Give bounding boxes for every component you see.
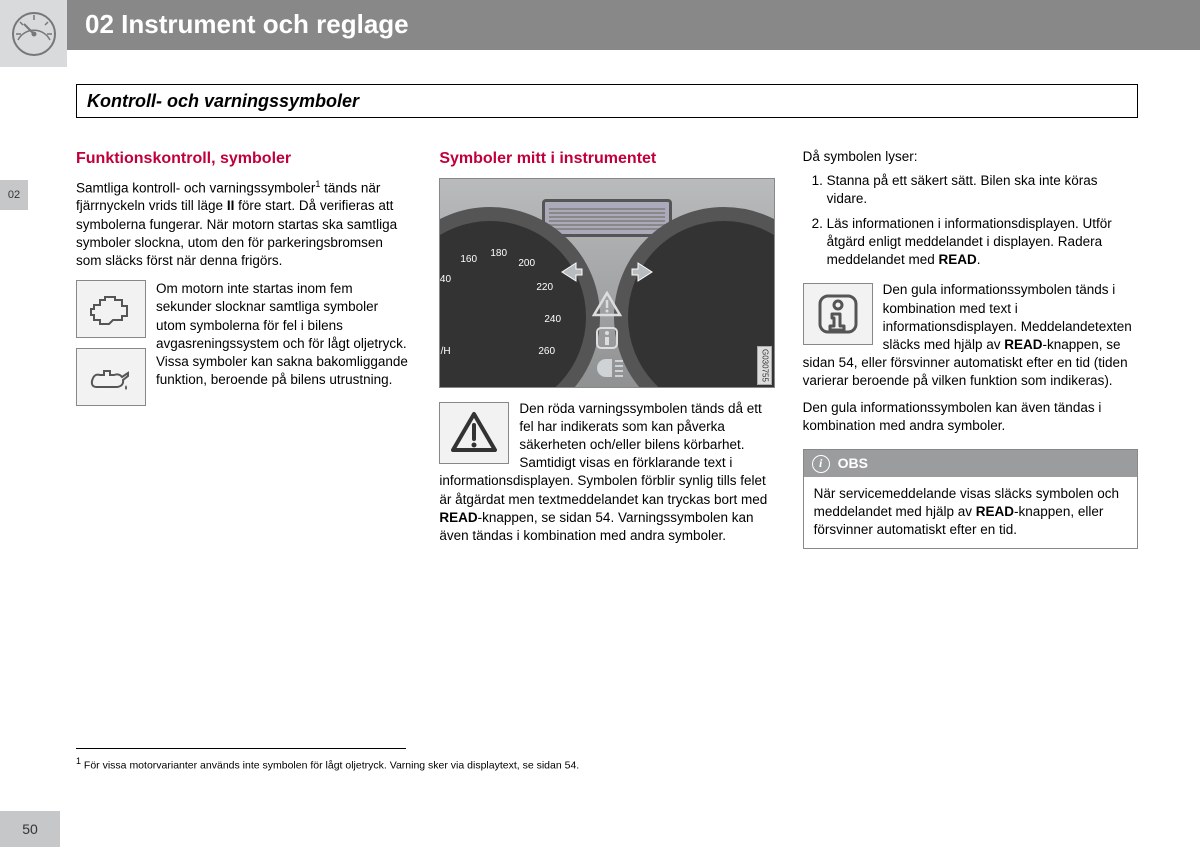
obs-info-icon: i <box>812 455 830 473</box>
text-bold: READ <box>439 510 477 525</box>
tick: 220 <box>536 281 553 295</box>
footnote-rule <box>76 748 406 749</box>
oil-pressure-icon <box>76 348 146 406</box>
section-title-box: Kontroll- och varningssymboler <box>76 84 1138 118</box>
tick: 260 <box>538 345 555 359</box>
column-3: Då symbolen lyser: Stanna på ett säkert … <box>803 148 1138 549</box>
text-bold: READ <box>938 252 976 267</box>
section-title: Kontroll- och varningssymboler <box>87 89 1127 113</box>
obs-header: i OBS <box>804 450 1137 477</box>
col3-intro: Då symbolen lyser: <box>803 148 1138 166</box>
speedo-unit: M/H <box>439 345 450 359</box>
col1-heading: Funktionskontroll, symboler <box>76 148 411 170</box>
tick: 180 <box>490 247 507 261</box>
text-bold: READ <box>1004 337 1042 352</box>
col1-para1: Samtliga kontroll- och varningssymboler1… <box>76 178 411 271</box>
side-tab: 02 <box>0 180 28 210</box>
image-reference: G030755 <box>757 346 772 385</box>
list-item: Läs informationen i informationsdisplaye… <box>827 215 1138 270</box>
tick: 240 <box>544 313 561 327</box>
warning-paragraph: Den röda varningssymbolen tänds då ett f… <box>439 400 774 546</box>
obs-note-box: i OBS När servicemeddelande visas släcks… <box>803 449 1138 549</box>
instrument-cluster-image: M/H 120 140 160 180 200 220 240 260 G030… <box>439 178 774 388</box>
right-arrow-icon <box>630 259 656 285</box>
text: Samtliga kontroll- och varningssymboler <box>76 180 315 195</box>
info-paragraph: Den gula informationssymbolen tänds i ko… <box>803 281 1138 390</box>
col3-tail: Den gula informationssymbolen kan även t… <box>803 399 1138 435</box>
footnote: 1 För vissa motorvarianter används inte … <box>76 755 1138 773</box>
page-number: 50 <box>0 811 60 847</box>
obs-title: OBS <box>838 454 868 473</box>
high-beam-icon <box>590 357 624 379</box>
tick: 160 <box>460 253 477 267</box>
left-arrow-icon <box>558 259 584 285</box>
col2-heading: Symboler mitt i instrumentet <box>439 148 774 170</box>
content-columns: Funktionskontroll, symboler Samtliga kon… <box>76 148 1138 549</box>
tick: 140 <box>439 273 451 287</box>
list-item: Stanna på ett säkert sätt. Bilen ska int… <box>827 172 1138 208</box>
chapter-header: 02 Instrument och reglage <box>67 0 1200 50</box>
instruction-list: Stanna på ett säkert sätt. Bilen ska int… <box>803 172 1138 269</box>
cluster-display <box>542 199 672 237</box>
column-2: Symboler mitt i instrumentet M/H 120 140… <box>439 148 774 549</box>
column-1: Funktionskontroll, symboler Samtliga kon… <box>76 148 411 549</box>
footnote-text: För vissa motorvarianter används inte sy… <box>81 760 579 772</box>
info-symbol-icon <box>594 325 620 351</box>
info-symbol-box-icon <box>803 283 873 345</box>
tick: 200 <box>518 257 535 271</box>
chapter-title: 02 Instrument och reglage <box>85 7 409 42</box>
chapter-gauge-icon <box>0 0 67 67</box>
icon-paragraph-block: Om motorn inte startas inom fem sekunder… <box>76 280 411 412</box>
engine-icon <box>76 280 146 338</box>
warning-triangle-box-icon <box>439 402 509 464</box>
text: -knappen, se sidan 54. Varningssymbolen … <box>439 510 753 543</box>
warning-triangle-icon <box>592 291 622 319</box>
text-bold: READ <box>976 504 1014 519</box>
text: . <box>977 252 981 267</box>
obs-body: När servicemeddelande visas släcks symbo… <box>804 477 1137 548</box>
